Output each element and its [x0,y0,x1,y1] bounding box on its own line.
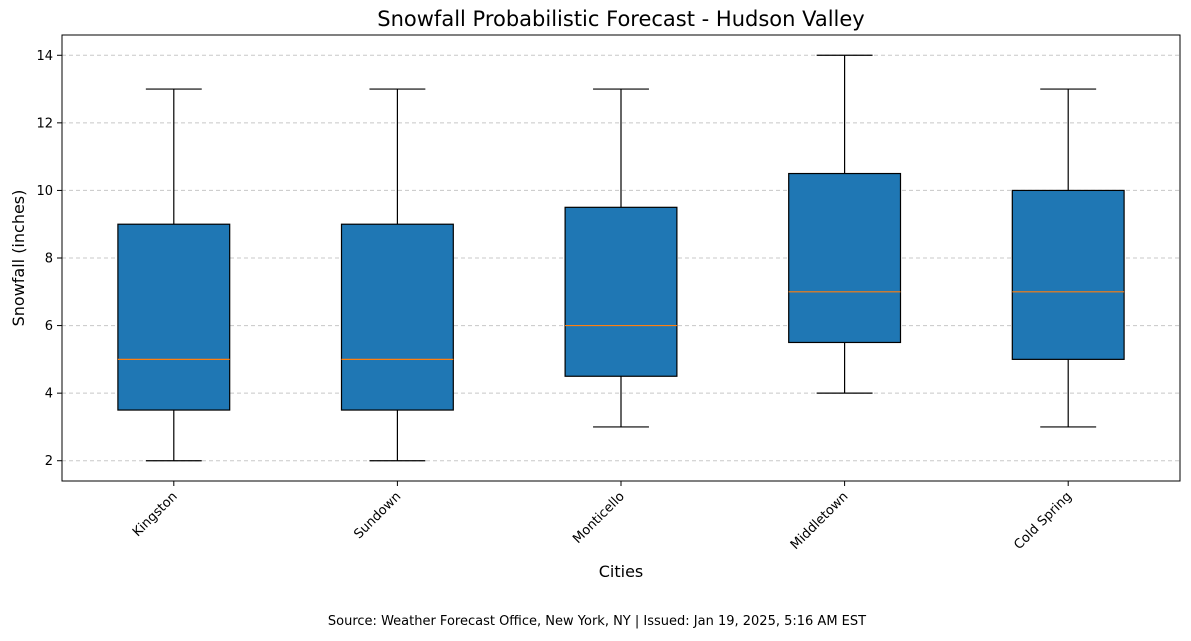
y-axis-label: Snowfall (inches) [9,190,28,327]
iqr-box [1012,190,1124,359]
y-tick-label: 10 [36,184,53,199]
box-monticello [565,89,677,427]
y-tick-label: 8 [45,252,53,267]
y-axis-ticks: 2 4 6 8 10 12 14 [36,49,62,469]
x-tick-label: Sundown [351,489,404,542]
x-tick-label: Monticello [570,489,628,547]
y-tick-label: 2 [45,454,53,469]
box-cold-spring [1012,89,1124,427]
box-middletown [789,55,901,393]
iqr-box [118,224,230,410]
y-tick-label: 4 [45,387,53,402]
box-sundown [342,89,454,461]
x-tick-label: Kingston [130,489,181,540]
iqr-box [565,207,677,376]
y-tick-label: 6 [45,319,53,334]
chart-title: Snowfall Probabilistic Forecast - Hudson… [377,7,864,31]
x-tick-label: Cold Spring [1011,489,1075,553]
source-footnote: Source: Weather Forecast Office, New Yor… [328,614,866,629]
x-axis-label: Cities [599,562,644,581]
x-axis-ticks: Kingston Sundown Monticello Middletown Cold … [130,481,1075,553]
x-tick-label: Middletown [788,489,852,553]
iqr-box [789,174,901,343]
y-tick-label: 12 [36,116,53,131]
y-tick-label: 14 [36,49,53,64]
iqr-box [342,224,454,410]
box-kingston [118,89,230,461]
